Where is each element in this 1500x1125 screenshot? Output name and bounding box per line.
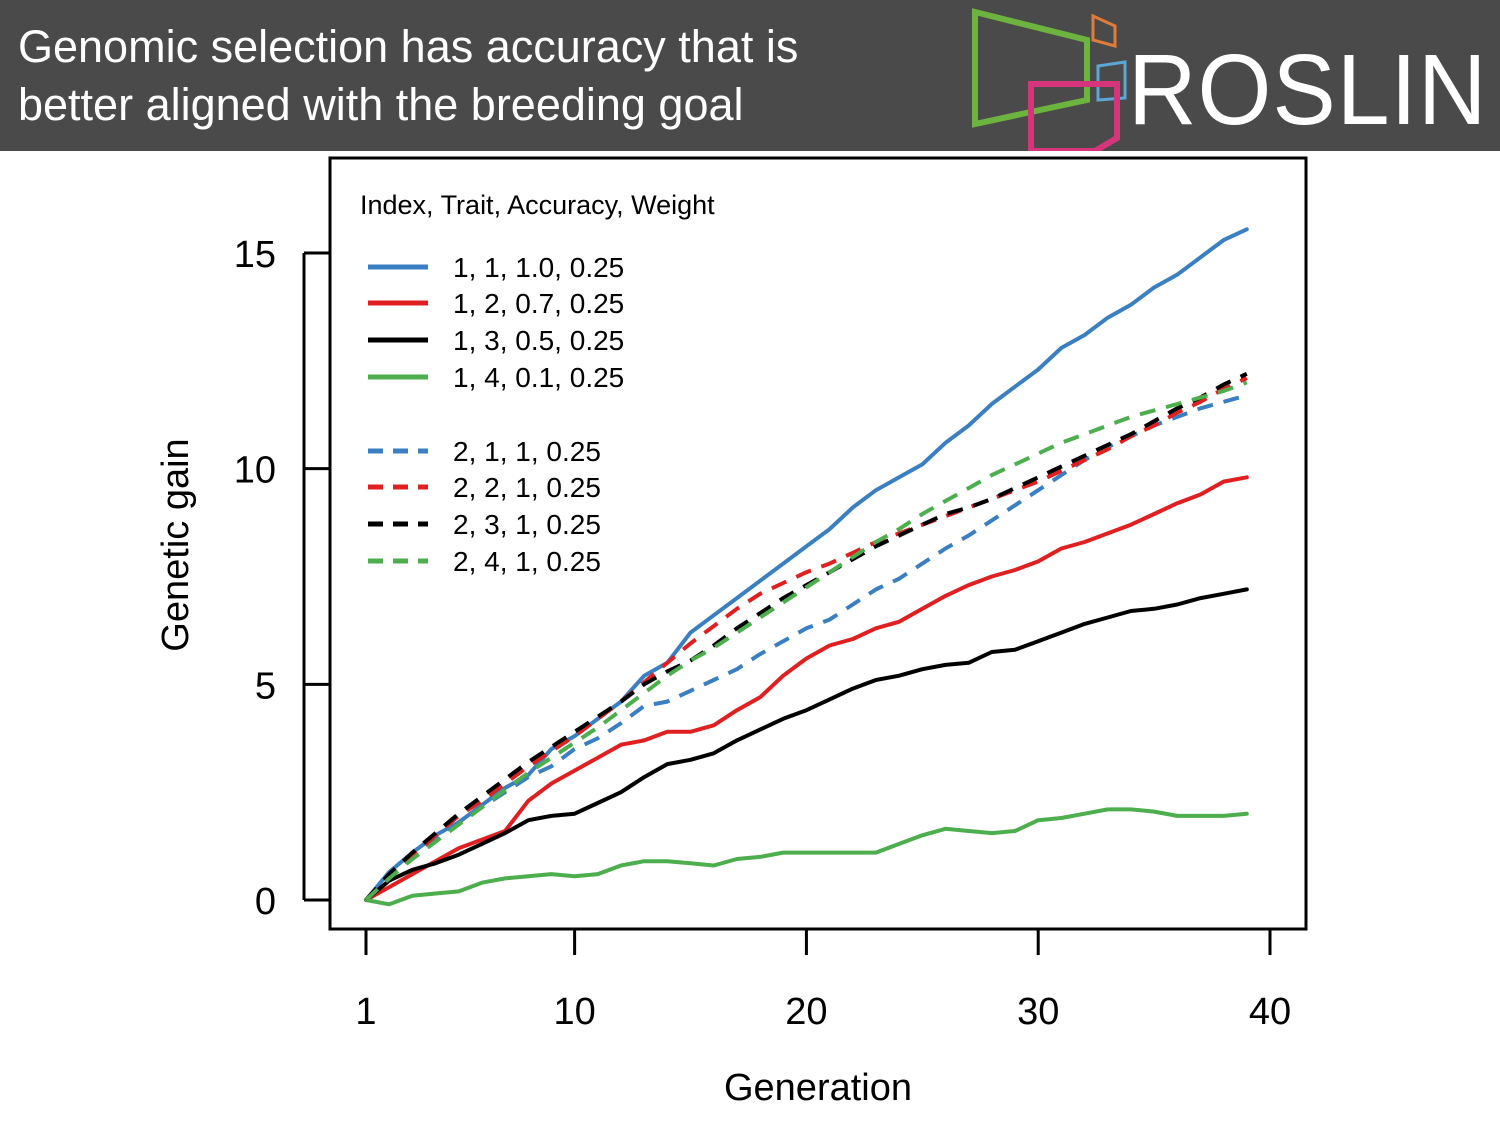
- logo-orange-frame: [1091, 13, 1117, 48]
- legend-label-6: 2, 2, 1, 0.25: [453, 472, 601, 503]
- title-line-2: better aligned with the breeding goal: [18, 79, 744, 130]
- roslin-logo-icon: [972, 8, 1127, 151]
- logo-wordmark: ROSLIN: [1128, 34, 1488, 146]
- legend-label-8: 2, 4, 1, 0.25: [453, 546, 601, 577]
- slide-title: Genomic selection has accuracy that is b…: [18, 18, 948, 134]
- y-tick-label: 0: [255, 881, 276, 923]
- series-line-1: [364, 227, 1249, 902]
- x-tick-label: 10: [553, 991, 595, 1033]
- series-group: [364, 227, 1249, 907]
- logo-blue-frame: [1096, 60, 1127, 102]
- x-tick-label: 20: [785, 991, 827, 1033]
- series-line-4: [364, 807, 1249, 907]
- series-line-3: [364, 587, 1249, 902]
- legend-label-3: 1, 3, 0.5, 0.25: [453, 325, 624, 356]
- logo-magenta-frame: [1028, 81, 1120, 151]
- legend-label-2: 1, 2, 0.7, 0.25: [453, 288, 624, 319]
- y-axis: 0 5 10 15: [234, 234, 330, 923]
- series-line-2: [364, 475, 1249, 902]
- legend-label-1: 1, 1, 1.0, 0.25: [453, 252, 624, 283]
- x-tick-label: 1: [355, 991, 376, 1033]
- series-line-5: [364, 393, 1248, 902]
- x-tick-label: 40: [1249, 991, 1291, 1033]
- y-tick-label: 5: [255, 665, 276, 707]
- slide-header: Genomic selection has accuracy that is b…: [0, 0, 1500, 151]
- legend: Index, Trait, Accuracy, Weight 1, 1, 1.0…: [360, 190, 715, 577]
- legend-label-5: 2, 1, 1, 0.25: [453, 436, 601, 467]
- legend-title: Index, Trait, Accuracy, Weight: [360, 190, 715, 220]
- legend-label-7: 2, 3, 1, 0.25: [453, 509, 601, 540]
- logo-green-frame: [972, 8, 1090, 128]
- y-tick-label: 10: [234, 450, 276, 492]
- series-line-8: [364, 380, 1248, 902]
- x-tick-label: 30: [1017, 991, 1059, 1033]
- title-line-1: Genomic selection has accuracy that is: [18, 21, 799, 72]
- legend-label-4: 1, 4, 0.1, 0.25: [453, 362, 624, 393]
- series-line-6: [364, 376, 1248, 902]
- y-tick-label: 15: [234, 234, 276, 276]
- y-axis-label: Genetic gain: [155, 438, 197, 651]
- x-axis-label: Generation: [724, 1067, 912, 1109]
- x-axis: 1 10 20 30 40: [355, 927, 1291, 1033]
